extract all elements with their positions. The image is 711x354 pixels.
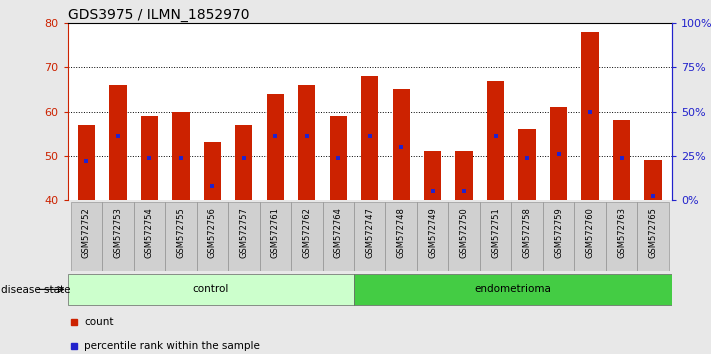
Bar <box>70 202 102 271</box>
Text: endometrioma: endometrioma <box>474 284 551 295</box>
Bar <box>518 129 536 200</box>
Text: count: count <box>85 317 114 327</box>
Bar <box>456 152 473 200</box>
Text: GSM572751: GSM572751 <box>491 207 500 258</box>
Bar <box>361 76 378 200</box>
Bar <box>203 142 221 200</box>
Text: GSM572753: GSM572753 <box>114 207 122 258</box>
Bar <box>392 89 410 200</box>
Bar <box>165 202 197 271</box>
Text: GSM572754: GSM572754 <box>145 207 154 258</box>
Bar <box>511 202 542 271</box>
Bar <box>354 202 385 271</box>
Bar <box>574 202 606 271</box>
Text: GSM572764: GSM572764 <box>333 207 343 258</box>
Bar <box>172 112 190 200</box>
Bar <box>582 32 599 200</box>
Text: percentile rank within the sample: percentile rank within the sample <box>85 341 260 350</box>
Text: disease state: disease state <box>1 285 71 295</box>
Bar <box>109 85 127 200</box>
Text: GDS3975 / ILMN_1852970: GDS3975 / ILMN_1852970 <box>68 8 249 22</box>
Bar <box>449 202 480 271</box>
Bar <box>134 202 165 271</box>
Bar <box>644 160 662 200</box>
Bar <box>480 202 511 271</box>
Bar <box>542 202 574 271</box>
Bar <box>235 125 252 200</box>
Text: GSM572747: GSM572747 <box>365 207 374 258</box>
Text: control: control <box>193 284 229 295</box>
Bar <box>68 274 354 304</box>
Bar <box>323 202 354 271</box>
Bar <box>260 202 291 271</box>
Text: GSM572765: GSM572765 <box>648 207 658 258</box>
Text: GSM572763: GSM572763 <box>617 207 626 258</box>
Text: GSM572752: GSM572752 <box>82 207 91 258</box>
Bar <box>417 202 449 271</box>
Bar <box>424 152 442 200</box>
Bar <box>228 202 260 271</box>
Text: GSM572759: GSM572759 <box>554 207 563 258</box>
Text: GSM572749: GSM572749 <box>428 207 437 258</box>
Bar <box>487 80 504 200</box>
Text: GSM572748: GSM572748 <box>397 207 406 258</box>
Bar <box>141 116 158 200</box>
Bar <box>606 202 637 271</box>
Text: GSM572756: GSM572756 <box>208 207 217 258</box>
Text: GSM572750: GSM572750 <box>459 207 469 258</box>
Bar <box>354 274 672 304</box>
Bar <box>613 120 630 200</box>
Bar <box>637 202 669 271</box>
Text: GSM572761: GSM572761 <box>271 207 280 258</box>
Bar <box>291 202 323 271</box>
Bar <box>550 107 567 200</box>
Bar <box>77 125 95 200</box>
Bar <box>267 94 284 200</box>
Bar <box>330 116 347 200</box>
Bar <box>298 85 316 200</box>
Bar <box>102 202 134 271</box>
Text: GSM572760: GSM572760 <box>586 207 594 258</box>
Text: GSM572757: GSM572757 <box>240 207 248 258</box>
Text: GSM572762: GSM572762 <box>302 207 311 258</box>
Bar <box>197 202 228 271</box>
Text: GSM572755: GSM572755 <box>176 207 186 258</box>
Text: GSM572758: GSM572758 <box>523 207 532 258</box>
Bar <box>385 202 417 271</box>
